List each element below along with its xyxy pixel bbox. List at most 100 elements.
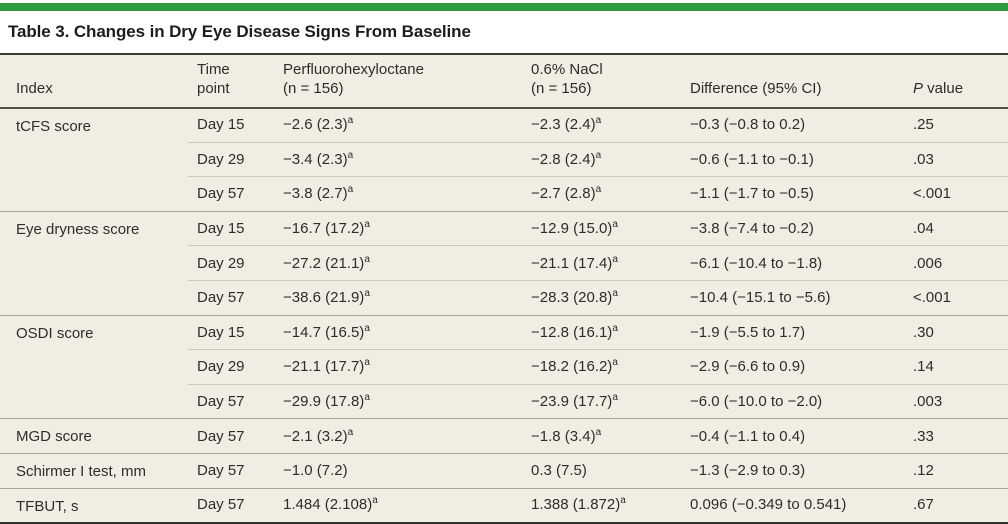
cell-p: .12 (904, 452, 1008, 489)
table-row: Eye dryness score Day 15 −16.7 (17.2)a −12.… (0, 210, 1008, 316)
cell-diff: −1.3 (−2.9 to 0.3) (681, 452, 904, 489)
cell-control: −18.2 (16.2)a (522, 349, 681, 385)
footnote-marker: a (364, 391, 370, 403)
cell-control: −21.1 (17.4)a (522, 245, 681, 281)
cell-time: Day 57 (188, 418, 274, 454)
footnote-marker: a (595, 184, 602, 196)
footnote-marker: a (364, 288, 370, 300)
cell-drug: −38.6 (21.9)a (274, 279, 522, 316)
cell-p: .25 (904, 107, 1008, 143)
cell-control: −12.9 (15.0)a (522, 210, 681, 246)
table-row: Day 57 −29.9 (17.8)a −23.9 (17.7)a −6.0 (−1… (0, 383, 1008, 419)
cell-drug: −21.1 (17.7)a (274, 349, 522, 385)
cell-diff: −10.4 (−15.1 to −5.6) (681, 279, 904, 316)
cell-time: Day 57 (188, 176, 274, 212)
table-row: Day 29 −21.1 (17.7)a −18.2 (16.2)a −2.9 (−6… (0, 349, 1008, 385)
table-row: MGD score Day 57 −2.1 (3.2)a −1.8 (3.4)a −0.… (0, 418, 1008, 454)
row-group-label: TFBUT, s (0, 487, 188, 523)
cell-drug: −3.4 (2.3)a (274, 141, 522, 177)
footnote-marker: a (612, 218, 618, 230)
cell-control: 1.388 (1.872)a (522, 487, 681, 523)
cell-p: <.001 (904, 176, 1008, 212)
cell-diff: −0.4 (−1.1 to 0.4) (681, 418, 904, 454)
cell-p: .04 (904, 210, 1008, 246)
cell-p: .006 (904, 245, 1008, 281)
accent-bar (0, 3, 1008, 11)
footnote-marker: a (347, 426, 354, 438)
cell-time: Day 57 (188, 279, 274, 316)
column-header-drug: Perfluorohexyloctane (n = 156) (274, 55, 522, 109)
cell-control: −1.8 (3.4)a (522, 418, 681, 454)
cell-control: −23.9 (17.7)a (522, 383, 681, 419)
cell-control: −2.8 (2.4)a (522, 141, 681, 177)
cell-diff: −1.9 (−5.5 to 1.7) (681, 314, 904, 350)
row-group-label: OSDI score (0, 314, 188, 419)
cell-drug: −3.8 (2.7)a (274, 176, 522, 212)
table-row: Schirmer I test, mm Day 57 −1.0 (7.2) 0.3 (… (0, 452, 1008, 489)
cell-diff: −0.3 (−0.8 to 0.2) (681, 107, 904, 143)
cell-control: 0.3 (7.5) (522, 452, 681, 489)
table-header: Index Time point Perfluorohexyloctane (n =… (0, 55, 1008, 109)
cell-time: Day 29 (188, 245, 274, 281)
cell-drug: 1.484 (2.108)a (274, 487, 522, 523)
row-group-label: tCFS score (0, 107, 188, 212)
cell-diff: −3.8 (−7.4 to −0.2) (681, 210, 904, 246)
cell-time: Day 15 (188, 314, 274, 350)
cell-p: .003 (904, 383, 1008, 419)
cell-control: −12.8 (16.1)a (522, 314, 681, 350)
cell-diff: −1.1 (−1.7 to −0.5) (681, 176, 904, 212)
cell-time: Day 15 (188, 210, 274, 246)
header-row: Index Time point Perfluorohexyloctane (n =… (0, 55, 1008, 109)
table-row: Day 57 −3.8 (2.7)a −2.7 (2.8)a −1.1 (−1.7 t… (0, 176, 1008, 212)
cell-p: .14 (904, 349, 1008, 385)
table-row: Day 57 −38.6 (21.9)a −28.3 (20.8)a −10.4 (−… (0, 279, 1008, 316)
footnote-marker: a (612, 253, 618, 265)
cell-time: Day 57 (188, 383, 274, 419)
cell-time: Day 57 (188, 452, 274, 489)
footnote-marker: a (612, 288, 618, 300)
footnote-marker: a (612, 322, 618, 334)
cell-p: <.001 (904, 279, 1008, 316)
footnote-marker: a (347, 149, 354, 161)
cell-control: −28.3 (20.8)a (522, 279, 681, 316)
footnote-marker: a (612, 391, 618, 403)
footnote-marker: a (364, 253, 370, 265)
cell-time: Day 15 (188, 107, 274, 143)
column-header-control: 0.6% NaCl (n = 156) (522, 55, 681, 109)
cell-drug: −2.6 (2.3)a (274, 107, 522, 143)
column-header-time: Time point (188, 55, 274, 109)
cell-p: .30 (904, 314, 1008, 350)
footnote-marker: a (364, 322, 370, 334)
row-group-label: Eye dryness score (0, 210, 188, 316)
cell-time: Day 57 (188, 487, 274, 523)
cell-p: .03 (904, 141, 1008, 177)
cell-diff: −2.9 (−6.6 to 0.9) (681, 349, 904, 385)
footnote-marker: a (347, 115, 354, 127)
cell-drug: −1.0 (7.2) (274, 452, 522, 489)
column-header-index: Index (0, 55, 188, 109)
footnote-marker: a (347, 184, 354, 196)
table-row: Day 29 −27.2 (21.1)a −21.1 (17.4)a −6.1 (−1… (0, 245, 1008, 281)
cell-drug: −29.9 (17.8)a (274, 383, 522, 419)
cell-time: Day 29 (188, 349, 274, 385)
table-title: Table 3. Changes in Dry Eye Disease Sign… (0, 11, 1008, 55)
table-body: tCFS score Day 15 −2.6 (2.3)a −2.3 (2.4)a −0… (0, 107, 1008, 523)
cell-drug: −27.2 (21.1)a (274, 245, 522, 281)
row-group-label: Schirmer I test, mm (0, 452, 188, 489)
cell-drug: −2.1 (3.2)a (274, 418, 522, 454)
cell-diff: −0.6 (−1.1 to −0.1) (681, 141, 904, 177)
table-row: tCFS score Day 15 −2.6 (2.3)a −2.3 (2.4)a −0… (0, 107, 1008, 212)
footnote-marker: a (364, 357, 370, 369)
cell-diff: 0.096 (−0.349 to 0.541) (681, 487, 904, 523)
table-row: Day 29 −3.4 (2.3)a −2.8 (2.4)a −0.6 (−1.1 t… (0, 141, 1008, 177)
cell-diff: −6.0 (−10.0 to −2.0) (681, 383, 904, 419)
footnote-marker: a (364, 218, 370, 230)
cell-p: .33 (904, 418, 1008, 454)
cell-control: −2.3 (2.4)a (522, 107, 681, 143)
footnote-marker: a (612, 357, 618, 369)
footnote-marker: a (595, 115, 602, 127)
cell-diff: −6.1 (−10.4 to −1.8) (681, 245, 904, 281)
footnote-marker: a (595, 149, 602, 161)
column-header-diff: Difference (95% CI) (681, 55, 904, 109)
cell-drug: −14.7 (16.5)a (274, 314, 522, 350)
